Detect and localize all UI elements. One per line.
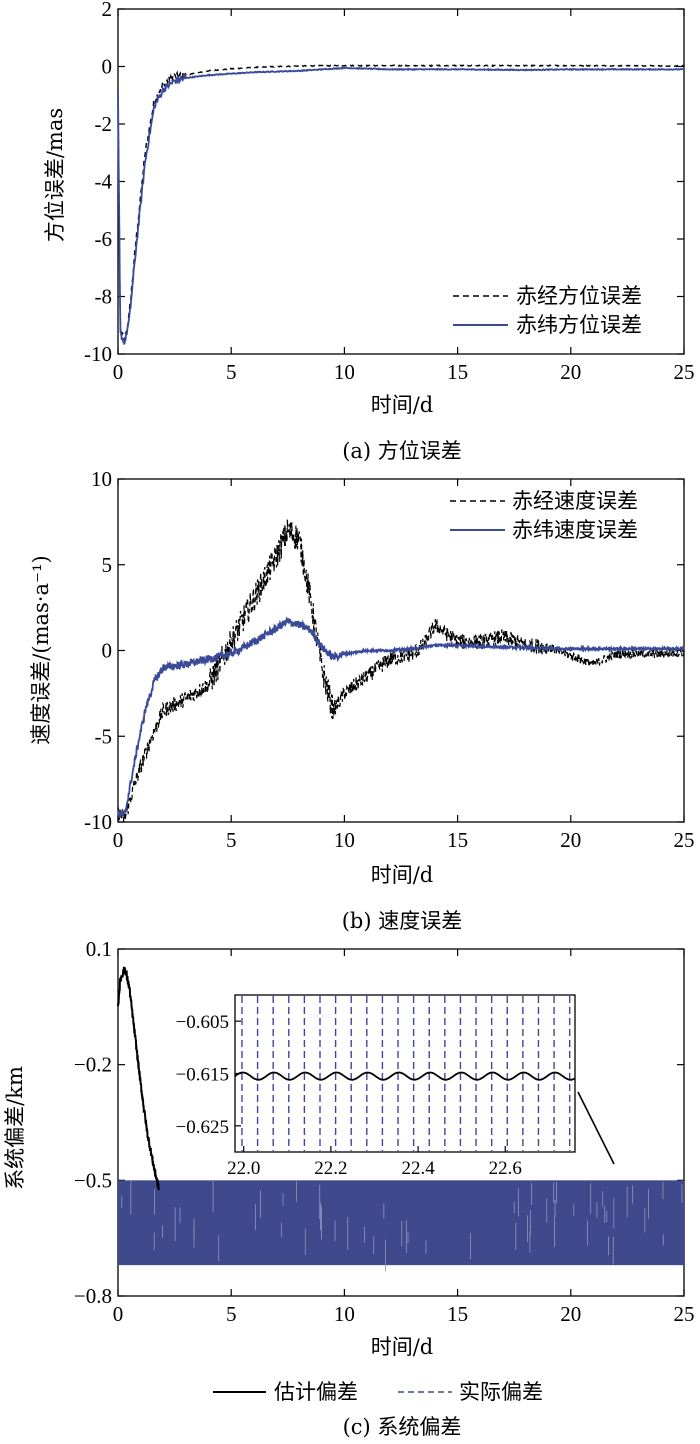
panel-c-ylabel: 系统偏差/km [3, 1066, 27, 1190]
panel-b-xtick-label: 15 [447, 828, 468, 852]
panel-c-inset-estimated-bias-line [234, 1071, 576, 1081]
panel-a-xlabel: 时间/d [371, 393, 434, 417]
panel-c-xlabel: 时间/d [371, 1335, 434, 1359]
panel-b-ylabel: 速度误差/(mas·a⁻¹) [29, 555, 53, 744]
panel-c-legend: 估计偏差 实际偏差 [213, 1380, 543, 1404]
legend-ra-velocity-label: 赤经速度误差 [512, 489, 638, 513]
panel-b-ytick-label: 10 [91, 467, 112, 491]
panel-b-caption: (b) 速度误差 [342, 909, 463, 933]
panel-c-inset-frame [234, 994, 576, 1153]
panel-a-ytick-label: 0 [102, 55, 113, 79]
panel-b-ytick-label: -5 [95, 724, 113, 748]
panel-b-series-dec-line [117, 615, 685, 819]
panel-a-ytick-label: -10 [84, 342, 112, 366]
panel-b-ytick-label: -10 [84, 810, 112, 834]
panel-a-xtick-label: 10 [334, 360, 355, 384]
legend-ra-position-label: 赤经方位误差 [516, 284, 642, 308]
panel-c-inset-ytick-label: −0.625 [176, 1117, 229, 1138]
panel-a-caption: (a) 方位误差 [342, 439, 462, 463]
panel-b-xtick-label: 20 [560, 828, 581, 852]
panel-c-xtick-label: 10 [334, 1302, 355, 1326]
panel-a-xtick-label: 5 [226, 360, 237, 384]
panel-b-xlabel: 时间/d [371, 863, 434, 887]
panel-a-xtick-label: 15 [447, 360, 468, 384]
legend-estimated-bias-label: 估计偏差 [274, 1380, 358, 1404]
panel-a-xtick-label: 0 [113, 360, 124, 384]
panel-c-ytick-label: 0.1 [86, 937, 112, 961]
panel-c-system-bias: 系统偏差/km 时间/d 估计偏差 实际偏差 (c) 系统偏差 0 5 10 15 20… [3, 937, 695, 1439]
panel-b-ytick-label: 0 [102, 639, 113, 663]
panel-b-legend: 赤经速度误差 赤纬速度误差 [450, 489, 638, 542]
panel-c-inset-ytick-label: −0.615 [176, 1065, 229, 1086]
panel-a-ylabel: 方位误差/mas [43, 108, 67, 242]
panel-b-xtick-label: 10 [334, 828, 355, 852]
panel-b-xtick-label: 0 [113, 828, 124, 852]
panel-a-ytick-label: -4 [95, 170, 113, 194]
panel-c-inset-ytick-label: −0.605 [176, 1012, 229, 1033]
panel-a-ytick-label: -2 [95, 112, 113, 136]
legend-actual-bias-label: 实际偏差 [459, 1380, 543, 1404]
legend-dec-velocity-label: 赤纬速度误差 [512, 518, 638, 542]
panel-a-ytick-label: -6 [95, 227, 113, 251]
panel-c-inset-pointer [577, 1091, 615, 1165]
panel-a-ytick-label: -8 [95, 285, 113, 309]
panel-c-xtick-label: 15 [447, 1302, 468, 1326]
legend-dec-position-label: 赤纬方位误差 [516, 313, 642, 337]
panel-a-ytick-label: 2 [102, 0, 113, 21]
panel-c-ytick-label: −0.5 [74, 1168, 112, 1192]
panel-c-xtick-label: 5 [226, 1302, 237, 1326]
panel-a-series-dec-line [117, 66, 685, 345]
panel-c-caption: (c) 系统偏差 [343, 1415, 462, 1439]
panel-b-velocity-error: 速度误差/(mas·a⁻¹) 时间/d (b) 速度误差 赤经速度误差 赤纬速度… [29, 467, 695, 933]
panel-c-inset-xtick-label: 22.4 [401, 1158, 435, 1179]
panel-c-inset-xtick-label: 22.2 [314, 1158, 347, 1179]
panel-c-ytick-label: −0.2 [74, 1053, 112, 1077]
panel-c-actual-bias-band [118, 1180, 684, 1266]
panel-a-series-ra-line [117, 63, 685, 341]
panel-b-xtick-label: 25 [674, 828, 695, 852]
panel-a-position-error: 方位误差/mas 时间/d (a) 方位误差 赤经方位误差 赤纬方位误差 0 5 1… [43, 0, 695, 463]
panel-c-xtick-label: 20 [560, 1302, 581, 1326]
panel-c-ytick-label: −0.8 [74, 1284, 112, 1308]
panel-c-estimated-bias-line [117, 966, 160, 1191]
panel-a-xtick-label: 25 [674, 360, 695, 384]
panel-c-xtick-label: 25 [674, 1302, 695, 1326]
panel-b-xtick-label: 5 [226, 828, 237, 852]
panel-b-series-ra-line [117, 519, 685, 823]
panel-c-axes-frame [117, 948, 685, 1297]
panel-a-xtick-label: 20 [560, 360, 581, 384]
panel-a-legend: 赤经方位误差 赤纬方位误差 [453, 284, 642, 337]
panel-c-inset-xtick-label: 22.6 [489, 1158, 522, 1179]
panel-c-inset-xtick-label: 22.0 [227, 1158, 260, 1179]
panel-b-ytick-label: 5 [102, 553, 113, 577]
panel-c-xtick-label: 0 [113, 1302, 124, 1326]
